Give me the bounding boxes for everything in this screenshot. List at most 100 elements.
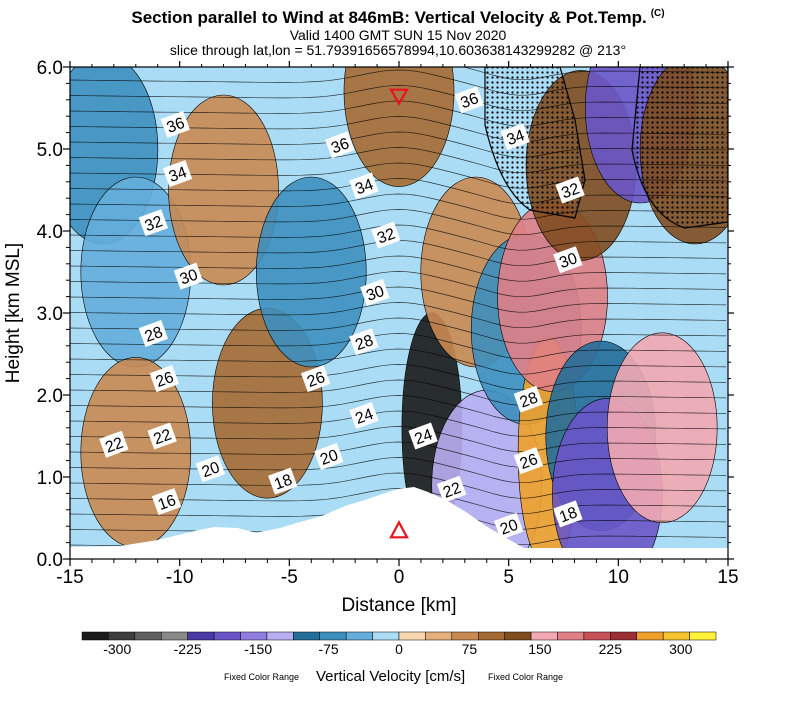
y-tick-label: 6.0 (37, 58, 63, 79)
colorbar-swatch (293, 631, 321, 641)
svg-text:36: 36 (165, 115, 188, 137)
svg-text:34: 34 (504, 127, 527, 149)
isentrope-label-0: 36 (160, 110, 190, 138)
colorbar-tick-label: 0 (395, 641, 403, 657)
svg-text:34: 34 (167, 164, 190, 186)
colorbar-swatch (345, 631, 373, 641)
isentrope-label-18: 20 (314, 442, 344, 471)
svg-text:24: 24 (412, 426, 435, 448)
svg-text:28: 28 (143, 324, 166, 346)
x-tick-label: 5 (503, 567, 514, 588)
isentrope-label-26: 28 (513, 385, 544, 413)
colorbar-tick-label: -225 (174, 641, 202, 657)
isentrope-label-8: 20 (195, 455, 226, 483)
svg-text:26: 26 (154, 369, 177, 391)
plot-area (70, 67, 728, 559)
svg-text:30: 30 (557, 250, 580, 272)
isentrope-label-27: 26 (513, 447, 544, 475)
isentrope-label-20: 22 (436, 475, 467, 503)
svg-text:22: 22 (103, 435, 126, 457)
isentrope-label-4: 28 (138, 319, 169, 348)
isentrope-label-10: 36 (325, 131, 355, 159)
isentrope-label-22: 36 (454, 86, 484, 114)
colorbar-swatch (266, 631, 294, 641)
velocity-cell-6 (343, 67, 455, 187)
colorbar-swatch (610, 631, 637, 641)
isentrope-label-1: 34 (162, 160, 193, 188)
colorbar-swatch (187, 631, 215, 641)
colorbar-swatch (213, 631, 241, 641)
valid-time: Valid 1400 GMT SUN 15 Nov 2020 (289, 27, 507, 43)
fixed-range-note-left: Fixed Color Range (224, 672, 300, 682)
x-axis: -15 -10 -5 0 5 10 15 (56, 61, 739, 588)
colorbar-swatch (478, 631, 505, 641)
colorbar-tick-label: 300 (669, 641, 693, 657)
isentrope-label-17: 24 (408, 422, 438, 450)
marker-triangle-up (389, 519, 409, 539)
isentrope-label-24: 32 (555, 176, 585, 204)
marker-triangle-down (389, 88, 409, 106)
y-tick-label: 0.0 (37, 550, 63, 571)
isentrope-label-5: 26 (149, 365, 180, 393)
y-tick-label: 3.0 (37, 304, 63, 325)
colorbar-tick-label: -150 (244, 641, 272, 657)
fixed-range-note-right: Fixed Color Range (488, 672, 564, 682)
isentrope-label-14: 28 (349, 328, 379, 356)
x-tick-label: 0 (394, 567, 405, 588)
colorbar-tick-label: 75 (462, 641, 478, 657)
colorbar-swatch (240, 631, 268, 641)
y-axis-label: Height [km MSL] (3, 243, 24, 383)
svg-text:36: 36 (458, 90, 481, 112)
colorbar: -300 -225 -150 -75 0 75 150 225 300 (81, 631, 717, 657)
colorbar-swatch (636, 631, 664, 641)
isentrope-label-3: 30 (173, 262, 204, 290)
x-tick-label: 15 (717, 567, 738, 588)
isentrope-label-2: 32 (138, 209, 169, 237)
svg-text:34: 34 (353, 176, 376, 198)
y-tick-label: 2.0 (37, 386, 63, 407)
isentrope-label-21: 20 (493, 512, 524, 540)
svg-text:30: 30 (364, 283, 387, 305)
svg-text:36: 36 (329, 135, 352, 157)
svg-text:20: 20 (200, 459, 223, 481)
svg-text:22: 22 (151, 426, 174, 448)
velocity-cell-5 (255, 176, 367, 368)
x-tick-label: 10 (608, 567, 629, 588)
svg-text:18: 18 (557, 504, 580, 526)
colorbar-tick-label: 225 (599, 641, 623, 657)
slice-location: slice through lat,lon = 51.7939165657899… (169, 42, 627, 58)
y-tick-label: 1.0 (37, 468, 63, 489)
colorbar-swatch (81, 631, 109, 641)
colorbar-swatch (319, 631, 347, 641)
colorbar-swatch (583, 631, 611, 641)
colorbar-swatch (425, 631, 453, 641)
colorbar-swatch (689, 631, 717, 641)
svg-text:28: 28 (518, 389, 541, 411)
isentrope-label-12: 32 (371, 221, 401, 249)
svg-text:20: 20 (498, 517, 521, 539)
isentrope-label-23: 34 (500, 123, 530, 151)
colorbar-swatch (134, 631, 162, 641)
colorbar-swatch (557, 631, 585, 641)
svg-text:24: 24 (353, 406, 376, 428)
isentrope-label-19: 18 (268, 467, 298, 495)
colorbar-swatch (530, 631, 558, 641)
colorbar-swatch (504, 631, 532, 641)
colorbar-swatch (451, 631, 479, 641)
x-tick-label: -5 (281, 567, 298, 588)
svg-text:26: 26 (518, 451, 541, 473)
svg-text:32: 32 (559, 180, 582, 202)
y-tick-label: 5.0 (37, 140, 63, 161)
svg-text:16: 16 (156, 492, 179, 514)
colorbar-tick-label: -300 (103, 641, 131, 657)
colorbar-swatch (398, 631, 426, 641)
svg-text:32: 32 (375, 225, 398, 247)
isentrope-label-7: 22 (147, 422, 177, 450)
colorbar-swatch (161, 631, 188, 641)
x-axis-label: Distance [km] (341, 595, 456, 616)
colorbar-swatch (108, 631, 136, 641)
isentrope-label-9: 16 (151, 488, 182, 516)
svg-text:26: 26 (305, 369, 328, 391)
isentrope-label-28: 18 (553, 500, 583, 528)
